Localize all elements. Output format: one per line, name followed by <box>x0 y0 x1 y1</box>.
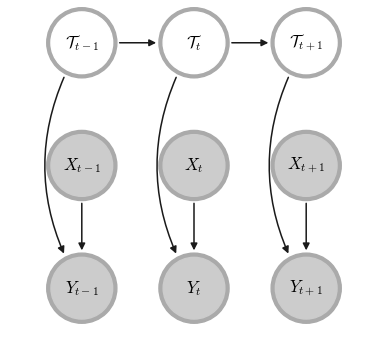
Circle shape <box>159 131 229 201</box>
FancyArrowPatch shape <box>45 77 64 252</box>
Circle shape <box>271 8 341 78</box>
Circle shape <box>275 134 337 196</box>
FancyArrowPatch shape <box>157 77 176 252</box>
Circle shape <box>51 12 113 74</box>
Text: $X_{t-1}$: $X_{t-1}$ <box>63 156 101 175</box>
Circle shape <box>271 253 341 323</box>
Circle shape <box>163 134 225 196</box>
Text: $Y_{t}$: $Y_{t}$ <box>186 279 202 297</box>
Circle shape <box>275 257 337 319</box>
Circle shape <box>51 134 113 196</box>
Text: $\mathcal{T}_{t}$: $\mathcal{T}_{t}$ <box>186 33 202 53</box>
Circle shape <box>271 131 341 201</box>
Text: $X_{t+1}$: $X_{t+1}$ <box>287 156 325 175</box>
FancyArrowPatch shape <box>269 77 288 252</box>
Circle shape <box>51 257 113 319</box>
Text: $X_{t}$: $X_{t}$ <box>184 156 204 175</box>
Text: $Y_{t-1}$: $Y_{t-1}$ <box>65 279 99 297</box>
Circle shape <box>47 8 117 78</box>
Text: $\mathcal{T}_{t-1}$: $\mathcal{T}_{t-1}$ <box>65 33 99 53</box>
Circle shape <box>159 253 229 323</box>
Circle shape <box>163 257 225 319</box>
Text: $Y_{t+1}$: $Y_{t+1}$ <box>289 278 323 298</box>
Circle shape <box>47 253 117 323</box>
Circle shape <box>47 131 117 201</box>
Text: $\mathcal{T}_{t+1}$: $\mathcal{T}_{t+1}$ <box>289 32 323 53</box>
Circle shape <box>163 12 225 74</box>
Circle shape <box>275 12 337 74</box>
Circle shape <box>159 8 229 78</box>
